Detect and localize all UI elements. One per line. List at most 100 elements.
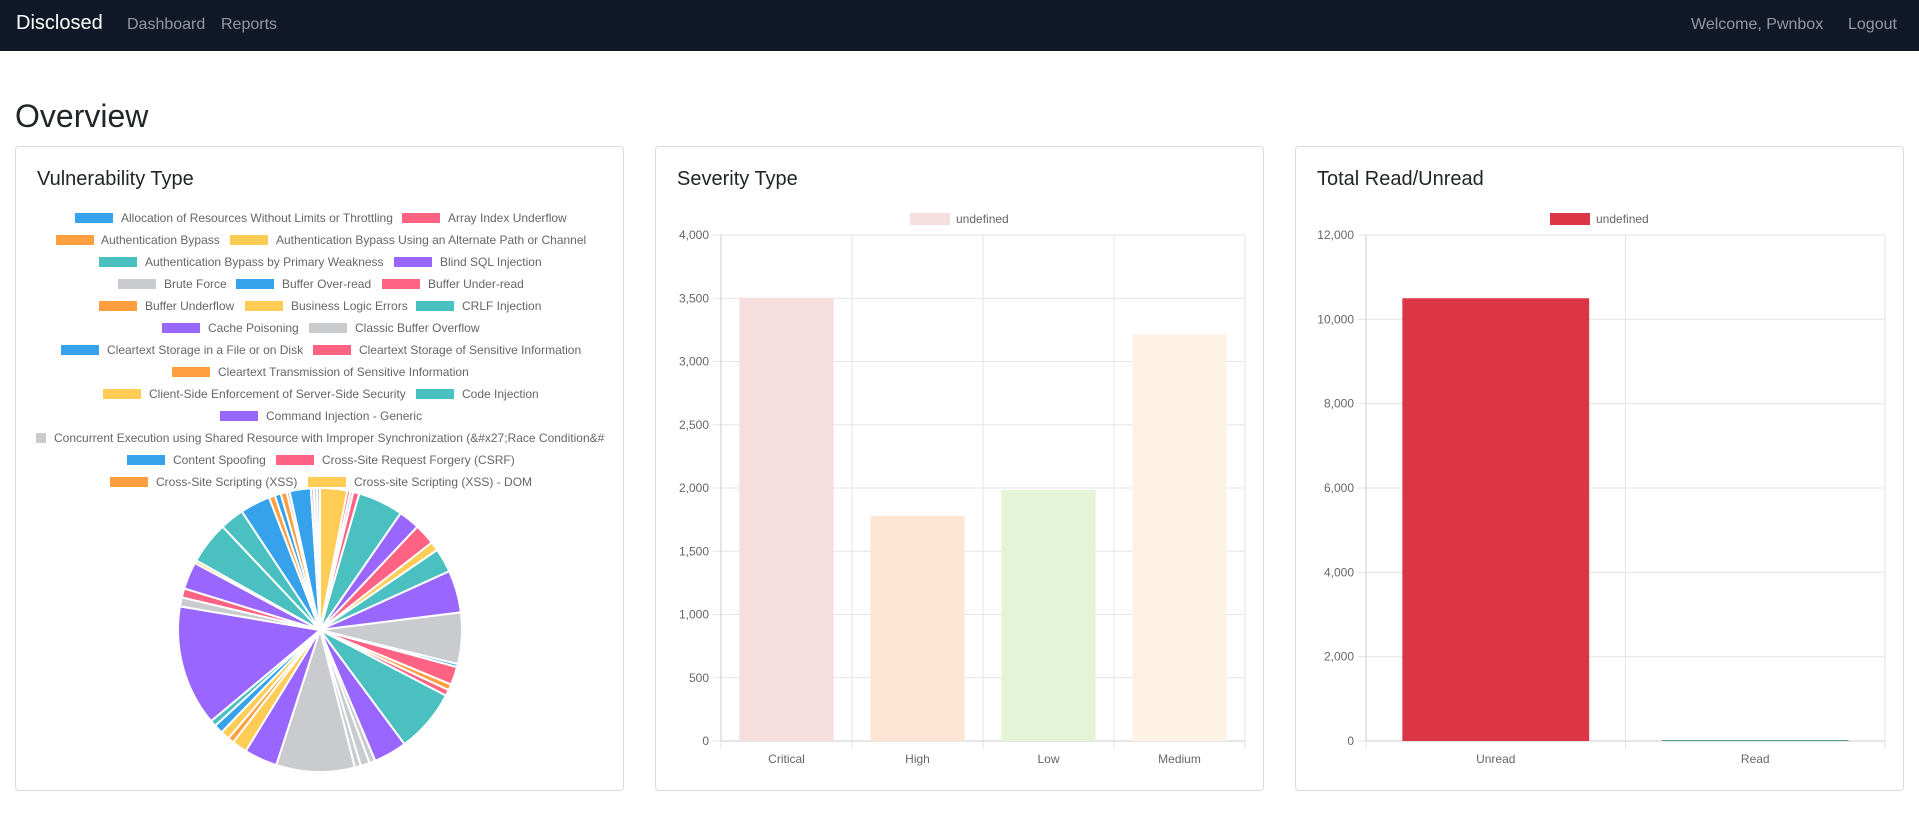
nav-reports-link[interactable]: Reports <box>221 16 278 33</box>
svg-text:Classic Buffer Overflow: Classic Buffer Overflow <box>355 321 480 335</box>
svg-text:Authentication Bypass by Prima: Authentication Bypass by Primary Weaknes… <box>145 255 384 269</box>
legend-item[interactable]: Concurrent Execution using Shared Resour… <box>36 431 605 445</box>
legend-item[interactable]: Cross-Site Request Forgery (CSRF) <box>276 453 515 467</box>
legend-item[interactable]: Buffer Over-read <box>236 277 371 291</box>
pie-slice[interactable] <box>315 486 321 631</box>
legend-item[interactable]: Buffer Underflow <box>99 299 234 313</box>
severity-type-card: Severity Type undefined 0 500 1,000 1,500 2,0… <box>655 146 1264 791</box>
legend-item[interactable]: Authentication Bypass <box>56 233 220 247</box>
bar[interactable] <box>1661 740 1849 741</box>
y-tick-label: 3,000 <box>679 355 709 369</box>
y-tick-label: 1,000 <box>679 608 709 622</box>
y-tick-label: 1,500 <box>679 544 709 558</box>
pie-legend: Allocation of Resources Without Limits o… <box>36 211 605 489</box>
vulnerability-pie-chart: Allocation of Resources Without Limits o… <box>36 211 605 773</box>
svg-text:Cleartext Transmission of Sens: Cleartext Transmission of Sensitive Info… <box>218 365 469 379</box>
y-tick-label: 0 <box>1347 734 1354 748</box>
chart-legend-item[interactable]: undefined <box>910 212 1009 226</box>
y-tick-label: 500 <box>689 671 709 685</box>
legend-item[interactable]: Cross-site Scripting (XSS) - DOM <box>308 475 532 489</box>
svg-text:CRLF Injection: CRLF Injection <box>462 299 541 313</box>
bar[interactable] <box>1132 334 1227 741</box>
svg-text:Cross-Site Request Forgery (CS: Cross-Site Request Forgery (CSRF) <box>322 453 515 467</box>
svg-text:Blind SQL Injection: Blind SQL Injection <box>440 255 542 269</box>
y-tick-label: 4,000 <box>1324 565 1354 579</box>
svg-text:Cache Poisoning: Cache Poisoning <box>208 321 299 335</box>
svg-text:Authentication Bypass: Authentication Bypass <box>101 233 220 247</box>
y-tick-label: 4,000 <box>679 228 709 242</box>
svg-text:Cross-site Scripting (XSS) - D: Cross-site Scripting (XSS) - DOM <box>354 475 532 489</box>
logout-link[interactable]: Logout <box>1848 16 1897 33</box>
legend-item[interactable]: Allocation of Resources Without Limits o… <box>75 211 393 225</box>
chart-legend-item[interactable]: undefined <box>1550 212 1649 226</box>
legend-item[interactable]: Business Logic Errors <box>245 299 408 313</box>
legend-item[interactable]: Authentication Bypass Using an Alternate… <box>230 233 586 247</box>
legend-item[interactable]: Authentication Bypass by Primary Weaknes… <box>99 255 384 269</box>
legend-item[interactable]: Array Index Underflow <box>402 211 567 225</box>
legend-swatch <box>910 213 950 225</box>
x-tick-label: Medium <box>1158 752 1201 766</box>
y-tick-label: 12,000 <box>1317 228 1354 242</box>
legend-item[interactable]: CRLF Injection <box>416 299 541 313</box>
svg-text:Business Logic Errors: Business Logic Errors <box>291 299 408 313</box>
legend-item[interactable]: Buffer Under-read <box>382 277 524 291</box>
bar[interactable] <box>739 298 834 741</box>
nav-dashboard-link[interactable]: Dashboard <box>127 16 206 33</box>
svg-text:Cleartext Storage of Sensitive: Cleartext Storage of Sensitive Informati… <box>359 343 581 357</box>
svg-text:Allocation of Resources Withou: Allocation of Resources Without Limits o… <box>121 211 393 225</box>
card-title: Severity Type <box>677 168 798 190</box>
read-unread-card: Total Read/Unread undefined 0 2,000 4,000 6,… <box>1295 146 1904 791</box>
svg-text:Cross-Site Scripting (XSS): Cross-Site Scripting (XSS) <box>156 475 297 489</box>
svg-text:Code Injection: Code Injection <box>462 387 539 401</box>
y-tick-label: 8,000 <box>1324 397 1354 411</box>
x-tick-label: Critical <box>768 752 805 766</box>
vulnerability-type-card: Vulnerability Type Allocation of Resourc… <box>15 146 624 791</box>
svg-text:Concurrent Execution using Sha: Concurrent Execution using Shared Resour… <box>54 431 605 445</box>
legend-item[interactable]: Blind SQL Injection <box>394 255 542 269</box>
card-title: Total Read/Unread <box>1317 168 1484 190</box>
legend-label: undefined <box>1596 212 1649 226</box>
svg-text:Content Spoofing: Content Spoofing <box>173 453 266 467</box>
x-tick-label: Low <box>1037 752 1059 766</box>
legend-item[interactable]: Cleartext Transmission of Sensitive Info… <box>172 365 469 379</box>
bar[interactable] <box>1001 489 1096 741</box>
legend-label: undefined <box>956 212 1009 226</box>
legend-item[interactable]: Cleartext Storage of Sensitive Informati… <box>313 343 581 357</box>
legend-item[interactable]: Command Injection - Generic <box>220 409 422 423</box>
legend-item[interactable]: Code Injection <box>416 387 539 401</box>
read-unread-bar-chart: undefined 0 2,000 4,000 6,000 8,000 10,000 12,0… <box>1317 212 1886 766</box>
svg-text:Buffer Underflow: Buffer Underflow <box>145 299 234 313</box>
legend-item[interactable]: Cache Poisoning <box>162 321 299 335</box>
card-title: Vulnerability Type <box>37 168 194 190</box>
x-tick-label: Unread <box>1476 752 1515 766</box>
legend-swatch <box>1550 213 1590 225</box>
bar[interactable] <box>1402 298 1590 741</box>
svg-text:Cleartext Storage in a File or: Cleartext Storage in a File or on Disk <box>107 343 304 357</box>
y-tick-label: 2,500 <box>679 418 709 432</box>
severity-bar-chart: undefined 0 500 1,000 1,500 2,000 2,500 3,000 3,… <box>679 212 1246 766</box>
svg-text:Client-Side Enforcement of Ser: Client-Side Enforcement of Server-Side S… <box>149 387 406 401</box>
welcome-user-text: Welcome, Pwnbox <box>1691 16 1824 33</box>
x-tick-label: High <box>905 752 930 766</box>
y-tick-label: 6,000 <box>1324 481 1354 495</box>
pie-slice[interactable] <box>177 605 323 723</box>
page-title: Overview <box>15 98 149 134</box>
pie-slice[interactable] <box>275 626 357 773</box>
legend-item[interactable]: Client-Side Enforcement of Server-Side S… <box>103 387 406 401</box>
pie-slices <box>177 486 464 773</box>
x-tick-label: Read <box>1741 752 1770 766</box>
legend-item[interactable]: Classic Buffer Overflow <box>309 321 480 335</box>
y-tick-label: 10,000 <box>1317 312 1354 326</box>
bar[interactable] <box>870 515 965 741</box>
svg-text:Array Index Underflow: Array Index Underflow <box>448 211 567 225</box>
legend-item[interactable]: Cleartext Storage in a File or on Disk <box>61 343 304 357</box>
legend-item[interactable]: Brute Force <box>118 277 227 291</box>
y-tick-label: 3,500 <box>679 291 709 305</box>
y-tick-label: 2,000 <box>679 481 709 495</box>
legend-item[interactable]: Content Spoofing <box>127 453 266 467</box>
svg-text:Command Injection - Generic: Command Injection - Generic <box>266 409 422 423</box>
legend-item[interactable]: Cross-Site Scripting (XSS) <box>110 475 297 489</box>
svg-text:Brute Force: Brute Force <box>164 277 227 291</box>
top-navbar: Disclosed Dashboard Reports Welcome, Pwn… <box>0 0 1919 51</box>
brand-link[interactable]: Disclosed <box>16 12 103 34</box>
